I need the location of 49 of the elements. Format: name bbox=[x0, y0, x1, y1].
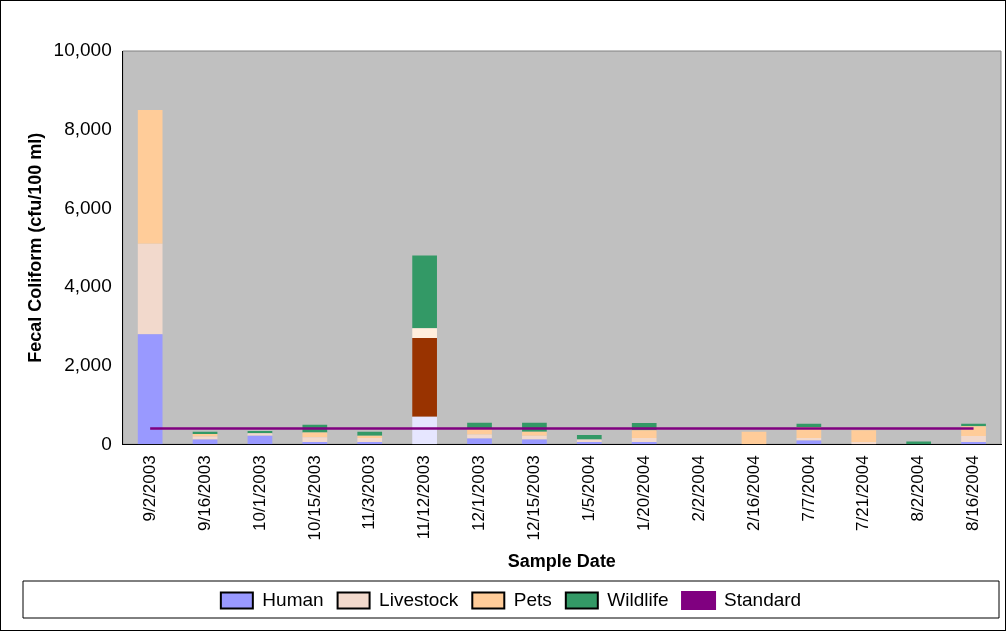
bar bbox=[741, 431, 767, 445]
bar bbox=[412, 338, 437, 417]
legend-label: Pets bbox=[513, 588, 552, 610]
y-tick-label: 0 bbox=[101, 432, 112, 454]
bar bbox=[576, 434, 602, 440]
x-tick-label: 8/16/2004 bbox=[963, 455, 983, 531]
y-tick-label: 2,000 bbox=[64, 353, 112, 375]
x-axis-title: Sample Date bbox=[507, 551, 616, 572]
bar bbox=[961, 436, 986, 442]
x-tick-label: 12/15/2003 bbox=[524, 455, 544, 541]
x-tick-label: 7/21/2004 bbox=[853, 455, 873, 531]
y-tick-label: 4,000 bbox=[64, 275, 112, 297]
y-tick-label: 6,000 bbox=[64, 196, 112, 218]
x-tick-label: 10/1/2003 bbox=[249, 455, 269, 531]
x-tick-label: 9/2/2003 bbox=[139, 455, 159, 522]
bar bbox=[796, 440, 822, 445]
x-tick-label: 9/16/2003 bbox=[194, 455, 214, 531]
bar bbox=[137, 334, 163, 445]
x-tick-label: 12/1/2003 bbox=[469, 455, 489, 531]
bar bbox=[137, 243, 163, 335]
legend-label: Livestock bbox=[379, 588, 459, 610]
bar bbox=[412, 328, 437, 339]
x-tick-label: 10/15/2003 bbox=[304, 455, 324, 541]
x-tick-label: 11/3/2003 bbox=[359, 455, 379, 530]
x-tick-label: 1/20/2004 bbox=[633, 455, 653, 531]
x-tick-label: 11/12/2003 bbox=[414, 455, 434, 540]
bar bbox=[522, 431, 547, 436]
x-tick-label: 2/2/2004 bbox=[688, 455, 708, 522]
bar bbox=[467, 434, 492, 439]
bar bbox=[467, 438, 492, 445]
x-tick-label: 1/5/2004 bbox=[578, 455, 598, 522]
bar bbox=[851, 430, 877, 442]
bar bbox=[796, 423, 822, 428]
y-tick-label: 10,000 bbox=[53, 39, 112, 61]
bar bbox=[357, 431, 383, 436]
bar bbox=[302, 437, 328, 442]
bar bbox=[412, 255, 437, 329]
bar bbox=[137, 110, 163, 244]
legend-label: Standard bbox=[724, 588, 802, 610]
bar bbox=[522, 435, 547, 440]
bar bbox=[247, 435, 273, 445]
y-axis-title: Fecal Coliform (cfu/100 ml) bbox=[24, 132, 45, 363]
x-tick-label: 8/2/2004 bbox=[908, 455, 928, 522]
x-tick-label: 2/16/2004 bbox=[743, 455, 763, 531]
bar bbox=[631, 430, 657, 439]
legend-label: Wildlife bbox=[607, 588, 669, 610]
legend-label: Human bbox=[262, 588, 324, 610]
x-tick-label: 7/7/2004 bbox=[798, 455, 818, 522]
y-tick-label: 8,000 bbox=[64, 117, 112, 139]
